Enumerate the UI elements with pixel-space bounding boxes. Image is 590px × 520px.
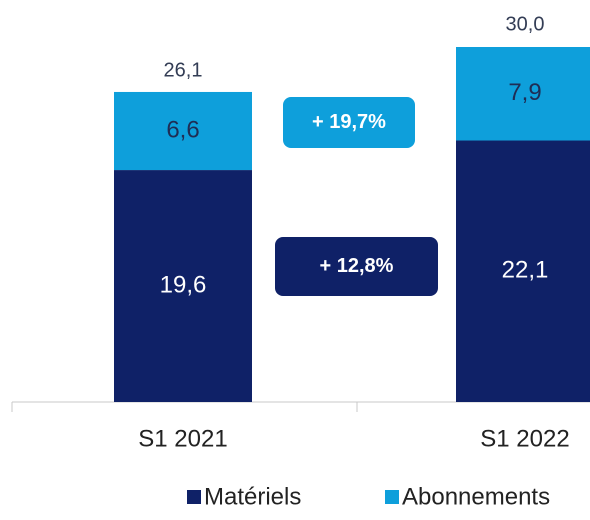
annotation: + 12,8% bbox=[320, 255, 394, 277]
legend-label: Abonnements bbox=[402, 483, 550, 510]
value-label: 19,6 bbox=[160, 271, 207, 298]
bar-segment bbox=[456, 140, 590, 402]
value-label: 7,9 bbox=[508, 79, 541, 106]
legend-swatch bbox=[385, 490, 399, 504]
value-label: 22,1 bbox=[502, 257, 549, 284]
bar-segment bbox=[114, 91, 252, 171]
annotation: + 19,7% bbox=[312, 111, 386, 133]
x-tick-label: S1 2022 bbox=[480, 425, 569, 452]
annotation-box bbox=[275, 237, 438, 296]
legend-label: Matériels bbox=[204, 483, 301, 510]
bar-segment bbox=[456, 47, 590, 141]
legend-swatch bbox=[187, 490, 201, 504]
x-tick-label: S1 2021 bbox=[138, 425, 227, 452]
total-label: 26,1 bbox=[164, 59, 203, 81]
total-label: 30,0 bbox=[506, 13, 545, 35]
value-label: 6,6 bbox=[166, 116, 199, 143]
annotation-box bbox=[283, 97, 415, 148]
bar-segment bbox=[114, 170, 252, 402]
